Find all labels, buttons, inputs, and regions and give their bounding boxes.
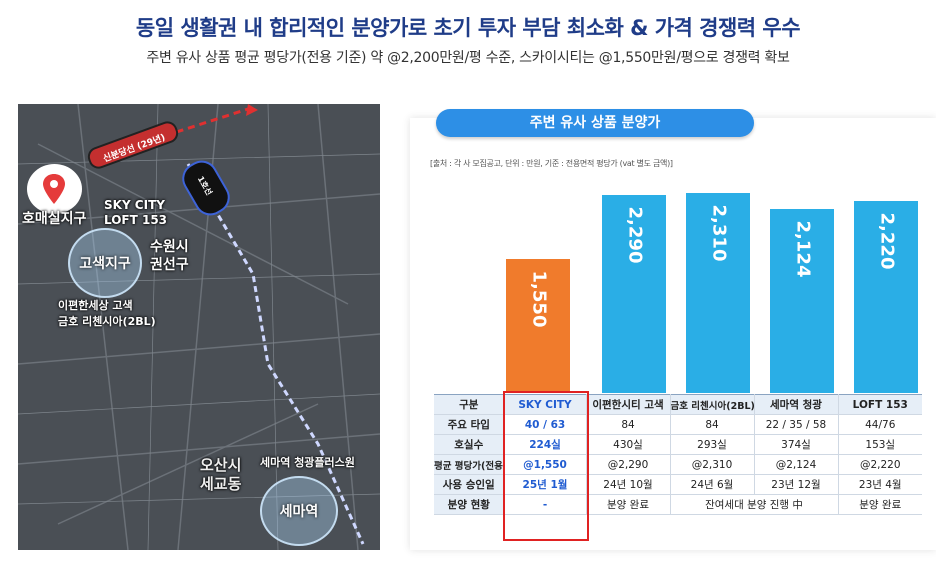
price-bar: 2,290 [602,195,666,393]
label-semaeok: 세마역 [279,504,319,520]
bar-value-label: 2,310 [708,204,729,262]
header-cell: SKY CITY [504,394,587,415]
table-row: 분양 현황 - 분양 완료 잔여세대 분양 진행 中 분양 완료 [434,494,922,515]
label-skycity: SKY CITY LOFT 153 [104,198,168,227]
table-cell: 잔여세대 분양 진행 中 [670,494,839,515]
comparison-table: 구분 SKY CITY 이편한시티 고색 금호 리첸시아(2BL) 세마역 청광… [434,394,922,515]
table-cell: 44/76 [838,414,922,435]
table-cell: 153실 [838,434,922,455]
header-cell: 세마역 청광 [754,394,839,415]
table-cell: 24년 6월 [670,474,755,495]
price-bar: 1,550 [506,259,570,393]
table-header-row: 구분 SKY CITY 이편한시티 고색 금호 리첸시아(2BL) 세마역 청광… [434,394,922,415]
price-bar: 2,124 [770,209,834,393]
label-gosaek: 고색지구 [79,256,131,272]
label-semaho: 세마역 청광플러스원 [260,456,355,469]
table-row: 평균 평당가(전용) @1,550 @2,290 @2,310 @2,124 @… [434,454,922,475]
row-label: 주요 타입 [434,414,505,435]
page-subtitle: 주변 유사 상품 평균 평당가(전용 기준) 약 @2,200만원/평 수준, … [146,50,790,66]
label-homae: 호매실지구 [22,211,87,227]
table-cell: 분양 완료 [838,494,922,515]
table-cell: 84 [670,414,755,435]
table-cell: 430실 [586,434,671,455]
location-map: 신분당선 (29년) 1호선 호매실지구 SKY CITY LOFT 153 고… [18,104,380,550]
table-cell: @2,124 [754,454,839,475]
table-cell: 293실 [670,434,755,455]
semaeok-circle: 세마역 [260,476,338,546]
row-label: 사용 승인일 [434,474,505,495]
gosaek-circle: 고색지구 [68,228,142,298]
row-label: 평균 평당가(전용) [434,454,505,475]
bar-value-label: 2,220 [876,212,897,270]
table-cell: 24년 10월 [586,474,671,495]
table-row: 주요 타입 40 / 63 84 84 22 / 35 / 58 44/76 [434,414,922,435]
line1-route [186,163,365,545]
source-note: [출처 : 각 사 모집공고, 단위 : 만원, 기준 : 전용면적 평당가 (… [430,159,673,168]
table-cell: 분양 완료 [586,494,671,515]
table-cell: 23년 4월 [838,474,922,495]
header-cell: 구분 [434,394,505,415]
header-cell: 이편한시티 고색 [586,394,671,415]
table-cell: @2,310 [670,454,755,475]
table-cell: 40 / 63 [504,414,587,435]
label-complex1: 이편한세상 고색 금호 리첸시아(2BL) [58,299,156,328]
map-pin-icon [43,174,65,204]
table-cell: - [504,494,587,515]
table-cell: 22 / 35 / 58 [754,414,839,435]
bar-value-label: 2,290 [624,206,645,264]
page-title: 동일 생활권 내 합리적인 분양가로 초기 투자 부담 최소화 & 가격 경쟁력… [135,16,801,40]
price-bar: 2,310 [686,193,750,393]
panel-title: 주변 유사 상품 분양가 [436,109,754,137]
price-bar: 2,220 [854,201,918,393]
table-row: 호실수 224실 430실 293실 374실 153실 [434,434,922,455]
bar-value-label: 1,550 [528,270,549,328]
row-label: 분양 현황 [434,494,505,515]
header-cell: 금호 리첸시아(2BL) [670,394,755,415]
table-cell: @2,220 [838,454,922,475]
table-cell: 84 [586,414,671,435]
label-osan: 오산시 세교동 [200,456,242,493]
table-row: 사용 승인일 25년 1월 24년 10월 24년 6월 23년 12월 23년… [434,474,922,495]
row-label: 호실수 [434,434,505,455]
table-cell: 23년 12월 [754,474,839,495]
header-cell: LOFT 153 [838,394,922,415]
line1-label: 1호선 [195,174,214,197]
bar-value-label: 2,124 [792,220,813,278]
table-cell: @1,550 [504,454,587,475]
table-cell: 374실 [754,434,839,455]
location-pin [27,164,82,214]
table-cell: 25년 1월 [504,474,587,495]
table-cell: 224실 [504,434,587,455]
map-roads [18,104,380,550]
table-cell: @2,290 [586,454,671,475]
label-suwon: 수원시 권선구 [150,239,189,273]
